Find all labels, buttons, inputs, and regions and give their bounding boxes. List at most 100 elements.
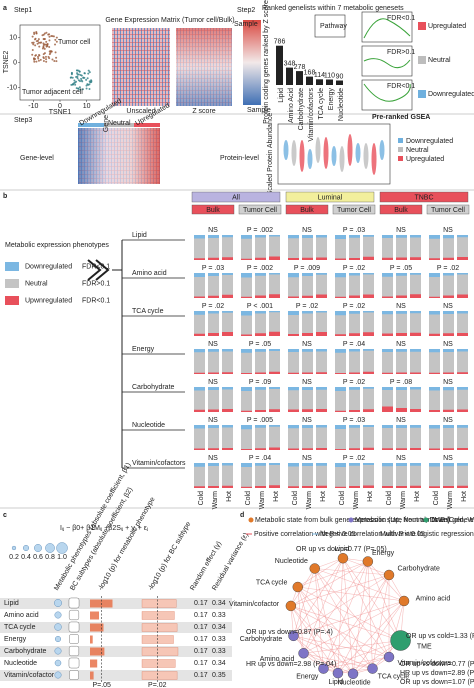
bar-down (288, 425, 299, 429)
p-value: P = .005 (247, 417, 273, 424)
value-label: 168 (304, 69, 316, 76)
bar-down (208, 463, 219, 466)
bar-down (194, 387, 205, 391)
bar-down (382, 349, 393, 352)
edge (314, 568, 390, 576)
p-value: NS (396, 227, 406, 234)
bar-down (208, 387, 219, 390)
p-value: NS (443, 341, 453, 348)
bar-backdrop (316, 463, 327, 488)
level-label: Gene-level (20, 155, 54, 162)
bar-down (396, 273, 407, 276)
bar-down (349, 387, 360, 390)
bar (296, 71, 303, 85)
bar-backdrop (316, 311, 327, 336)
node-label: TCA cycle (256, 579, 288, 586)
node-label: Energy (372, 550, 395, 557)
node (298, 648, 309, 659)
gamma-value: 0.17 (194, 600, 208, 607)
tsne-point (55, 40, 58, 43)
p-value: NS (443, 417, 453, 424)
node-label: Carbohydrate (240, 636, 283, 643)
bar-down (255, 425, 266, 428)
tsne-point (74, 83, 77, 86)
edge (290, 605, 390, 658)
violin (315, 137, 321, 163)
bar-backdrop (410, 463, 421, 488)
edge (297, 586, 405, 602)
source-label: Bulk (206, 207, 220, 214)
gamma-value: 0.17 (194, 648, 208, 655)
bar-backdrop (443, 349, 454, 374)
bar-up (429, 333, 440, 336)
bar-up (410, 448, 421, 450)
bar-down (194, 235, 205, 239)
bar-down (255, 387, 266, 390)
tsne-point (76, 72, 79, 75)
bar-backdrop (302, 425, 313, 450)
p-value: NS (443, 455, 453, 462)
bar-up (255, 333, 266, 336)
p-value: P < .001 (247, 303, 273, 310)
bar-backdrop (457, 349, 468, 374)
edge (297, 561, 368, 588)
legend-label: Upwnregulated (25, 297, 72, 304)
bar-up (208, 372, 219, 374)
bar-backdrop (457, 273, 468, 298)
heatmap-label: Z score (192, 108, 215, 115)
legend-swatch (5, 296, 19, 305)
logp1-bar (90, 635, 93, 644)
violin (355, 143, 361, 163)
tsne-point (55, 60, 58, 63)
edge (290, 561, 368, 607)
logp1-bar (90, 599, 113, 608)
bar-backdrop (241, 387, 252, 412)
bar-backdrop (443, 425, 454, 450)
bar-up (316, 294, 327, 298)
bar-down (288, 349, 299, 352)
p-value: P = .02 (296, 303, 318, 310)
edge (290, 605, 354, 674)
tsne-point (85, 78, 88, 81)
violin (283, 140, 289, 160)
bar-down (363, 273, 374, 275)
annotation: HR up vs down=2.89 (P=.04) (400, 670, 474, 677)
edge (303, 600, 405, 654)
bar-backdrop (457, 387, 468, 412)
beta1 (54, 659, 62, 667)
bar-down (255, 463, 266, 466)
p-value: P = .009 (294, 265, 320, 272)
bar-down (255, 273, 266, 276)
bar-backdrop (255, 235, 266, 260)
bar-up (335, 410, 346, 412)
bar-backdrop (194, 387, 205, 412)
bar-down (269, 235, 280, 237)
tsne-point (80, 79, 83, 82)
source-label: Bulk (300, 207, 314, 214)
fdr-label: FDR<0.1 (387, 83, 415, 90)
bar-down (222, 273, 233, 275)
bar-down (194, 463, 205, 467)
bar-down (194, 273, 205, 277)
axis-title: Sample (234, 21, 258, 28)
bar-backdrop (396, 463, 407, 488)
tsne-point (38, 45, 41, 48)
tsne-point (36, 55, 39, 58)
bar (306, 76, 313, 85)
violin (307, 149, 313, 169)
p-value: P = .05 (249, 341, 271, 348)
legend-label: Downregulated (406, 138, 453, 145)
bar-backdrop (222, 273, 233, 298)
bar-down (302, 349, 313, 352)
source-box (285, 204, 329, 215)
p-value: NS (302, 417, 312, 424)
edge (293, 600, 405, 637)
legend-swatch (398, 138, 403, 143)
bar-backdrop (443, 311, 454, 336)
bar-up (255, 486, 266, 488)
bar-backdrop (222, 463, 233, 488)
bar-up (194, 409, 205, 412)
x-tick-label: -10 (28, 103, 38, 110)
heatmap-label: Unscaled (126, 108, 155, 115)
edge (352, 561, 369, 674)
